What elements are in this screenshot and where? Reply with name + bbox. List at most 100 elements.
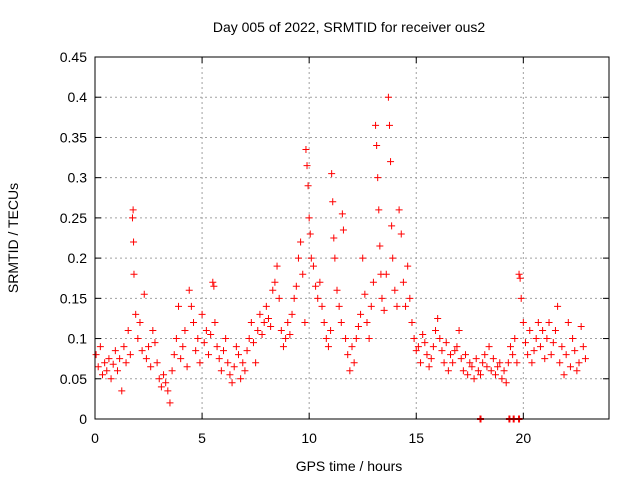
data-point	[94, 363, 102, 371]
y-tick-label: 0.1	[68, 331, 88, 347]
data-point	[107, 375, 115, 383]
data-point	[140, 290, 148, 298]
data-point	[348, 343, 356, 351]
data-point	[363, 318, 371, 326]
data-point	[530, 347, 538, 355]
data-point	[464, 371, 472, 379]
data-point	[487, 367, 495, 375]
y-tick-label: 0	[79, 411, 87, 427]
data-point	[524, 351, 532, 359]
data-point	[539, 327, 547, 335]
data-point	[402, 302, 410, 310]
data-point	[388, 222, 396, 230]
data-point	[113, 367, 121, 375]
data-point	[256, 310, 264, 318]
data-point	[556, 359, 564, 367]
data-point	[132, 310, 140, 318]
chart-title: Day 005 of 2022, SRMTID for receiver ous…	[213, 19, 486, 35]
data-point	[120, 343, 128, 351]
data-point	[136, 318, 144, 326]
data-point	[423, 351, 431, 359]
data-point	[116, 355, 124, 363]
data-point	[369, 278, 377, 286]
data-point	[303, 162, 311, 170]
data-point	[209, 278, 217, 286]
data-point	[378, 294, 386, 302]
data-point	[339, 226, 347, 234]
data-point	[198, 310, 206, 318]
data-point	[292, 282, 300, 290]
data-point	[455, 327, 463, 335]
data-point	[288, 310, 296, 318]
data-point	[481, 351, 489, 359]
data-point	[273, 262, 281, 270]
data-point	[350, 359, 358, 367]
data-point	[243, 347, 251, 355]
data-point	[277, 327, 285, 335]
data-point	[179, 343, 187, 351]
data-point	[262, 302, 270, 310]
y-tick-label: 0.45	[60, 49, 87, 65]
data-point	[419, 331, 427, 339]
data-point	[245, 335, 253, 343]
x-tick-label: 5	[198, 430, 206, 446]
data-point	[299, 270, 307, 278]
data-point	[185, 286, 193, 294]
data-point	[387, 158, 395, 166]
data-point	[479, 359, 487, 367]
data-point	[519, 318, 527, 326]
data-point	[571, 347, 579, 355]
data-point	[230, 363, 238, 371]
data-point	[126, 351, 134, 359]
y-axis-label: SRMTID / TECUs	[5, 183, 21, 293]
data-point	[124, 327, 132, 335]
data-point	[536, 343, 544, 351]
data-point	[575, 359, 583, 367]
data-point	[335, 302, 343, 310]
data-point	[440, 359, 448, 367]
data-point	[330, 234, 338, 242]
data-point	[224, 359, 232, 367]
data-point	[164, 387, 172, 395]
data-point	[275, 294, 283, 302]
data-point	[157, 383, 165, 391]
data-point	[297, 238, 305, 246]
data-point	[210, 282, 218, 290]
data-point	[282, 335, 290, 343]
data-point	[554, 302, 562, 310]
y-tick-label: 0.35	[60, 129, 87, 145]
data-point	[103, 367, 111, 375]
data-point	[181, 327, 189, 335]
data-point	[500, 367, 508, 375]
data-point	[393, 302, 401, 310]
data-point	[498, 375, 506, 383]
data-point	[372, 121, 380, 129]
data-point	[183, 363, 191, 371]
data-point	[417, 359, 425, 367]
data-point	[98, 371, 106, 379]
data-point	[322, 335, 330, 343]
data-point	[234, 351, 242, 359]
data-point	[222, 335, 230, 343]
data-point	[516, 274, 524, 282]
data-point	[252, 359, 260, 367]
data-point	[560, 371, 568, 379]
data-point	[327, 327, 335, 335]
data-point	[147, 363, 155, 371]
data-point	[286, 331, 294, 339]
data-point	[468, 363, 476, 371]
data-point	[329, 198, 337, 206]
data-point	[541, 355, 549, 363]
data-point	[352, 335, 360, 343]
data-point	[483, 363, 491, 371]
data-point	[573, 367, 581, 375]
data-point	[312, 282, 320, 290]
data-point	[306, 230, 314, 238]
data-point	[122, 359, 130, 367]
data-point	[220, 347, 227, 355]
data-point	[521, 339, 529, 347]
data-point	[264, 314, 272, 322]
data-point	[506, 343, 514, 351]
data-point	[320, 318, 328, 326]
data-point	[284, 318, 292, 326]
